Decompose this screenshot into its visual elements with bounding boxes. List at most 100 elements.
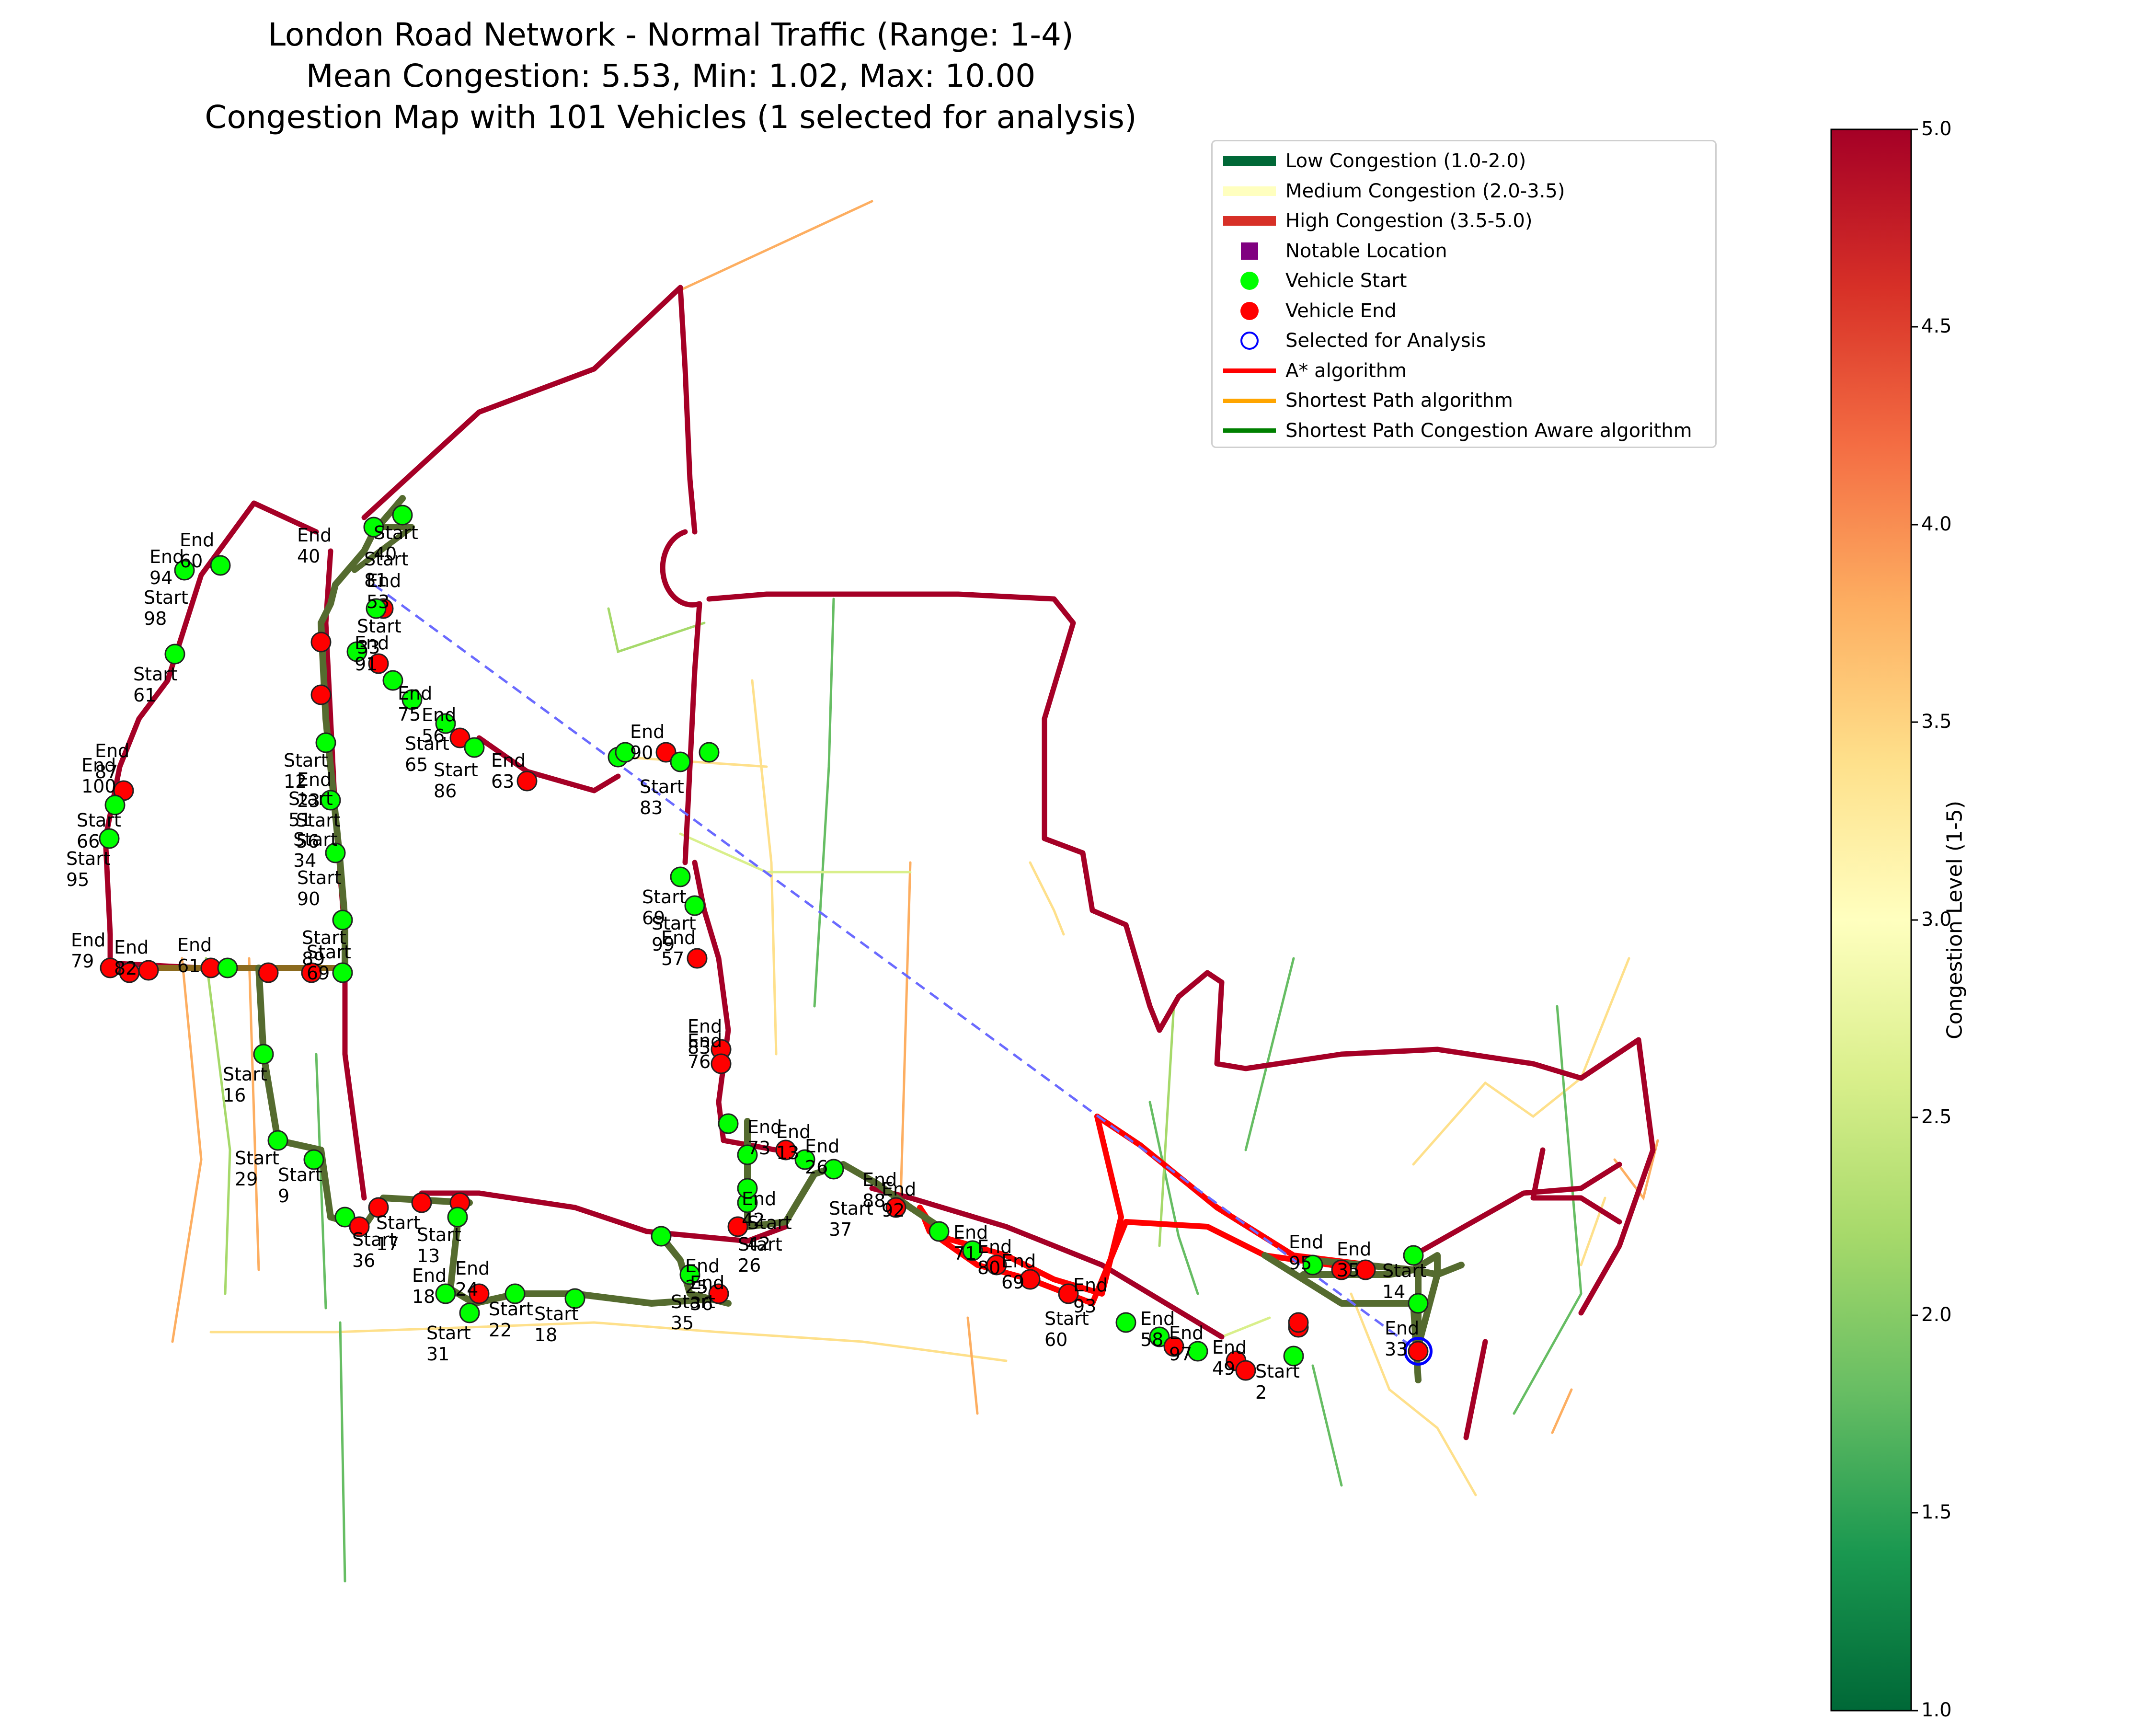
map-label: End 63 [491, 750, 526, 792]
west-major-road [105, 503, 316, 968]
map-label: Start 13 [417, 1224, 461, 1266]
map-label: End 18 [412, 1265, 447, 1307]
vehicle-start-marker [460, 1303, 479, 1322]
legend-label-notable: Notable Location [1285, 240, 1447, 262]
vehicle-start-marker [333, 910, 352, 930]
vehicle-start-marker [393, 506, 412, 525]
map-label: Start 66 [77, 810, 121, 852]
map-label: End 33 [1385, 1318, 1419, 1360]
minor-road [1552, 1390, 1571, 1433]
notable-location-icon [1241, 242, 1258, 260]
vehicle-start-marker [685, 896, 704, 915]
legend-label-astar: A* algorithm [1285, 360, 1407, 382]
map-label: Start 18 [534, 1303, 579, 1346]
east-loop-road [1533, 1150, 1619, 1222]
minor-road [680, 834, 910, 872]
legend-label-high: High Congestion (3.5-5.0) [1285, 210, 1532, 232]
legend-item-aware: Shortest Path Congestion Aware algorithm [1223, 416, 1705, 446]
colorbar-tick-label: 1.0 [1921, 1699, 1952, 1721]
minor-road [814, 599, 834, 1006]
minor-road [206, 958, 230, 1294]
colorbar-ticks [1911, 129, 1918, 1711]
vehicle-start-marker [671, 867, 690, 886]
map-label: End 90 [630, 721, 665, 763]
vehicle-end-marker [311, 632, 331, 652]
map-label: End 42 [742, 1188, 776, 1230]
minor-road [211, 1322, 1006, 1361]
vehicle-end-marker [259, 963, 278, 982]
vehicle-end-icon [1240, 302, 1259, 320]
vehicle-start-marker [165, 644, 184, 664]
map-label: Start 22 [489, 1299, 533, 1341]
map-label: Start 37 [829, 1198, 873, 1240]
central-south-road [695, 862, 776, 1150]
vehicle-start-marker [929, 1222, 949, 1241]
map-label: Start 9 [278, 1164, 322, 1207]
colorbar-tick-label: 2.0 [1921, 1304, 1952, 1326]
map-label: End 40 [297, 525, 332, 567]
colorbar-tick-label: 3.5 [1921, 711, 1952, 733]
north-major-road [364, 288, 695, 532]
vehicle-end-marker [700, 743, 719, 762]
minor-road [1159, 1006, 1174, 1246]
colorbar-tick-label: 5.0 [1921, 118, 1952, 140]
map-label: Start 98 [144, 587, 188, 629]
vehicle-start-marker [254, 1045, 273, 1064]
legend-label-selected: Selected for Analysis [1285, 330, 1486, 352]
map-label: End 13 [776, 1121, 811, 1163]
map-label: End 94 [149, 546, 184, 588]
colorbar [1831, 129, 1918, 1711]
minor-road [1222, 1318, 1270, 1337]
colorbar-tick-label: 2.5 [1921, 1106, 1952, 1128]
legend-item-start: Vehicle Start [1223, 266, 1705, 296]
map-label: Start 34 [293, 829, 338, 871]
map-label: Start 26 [738, 1234, 782, 1276]
legend-label-shortest: Shortest Path algorithm [1285, 390, 1513, 412]
legend-swatch-shortest [1223, 399, 1276, 403]
map-label: Start 90 [297, 867, 342, 909]
minor-road [608, 609, 704, 652]
minor-road [249, 958, 259, 1270]
map-label: Start 14 [1382, 1260, 1427, 1302]
map-label: End 49 [1212, 1337, 1247, 1379]
map-label: Start 35 [671, 1291, 715, 1334]
minor-road [1150, 1102, 1198, 1294]
legend-item-astar: A* algorithm [1223, 356, 1705, 386]
vehicle-start-icon [1240, 272, 1259, 290]
map-label: Start 60 [1044, 1308, 1089, 1350]
map-label: End 100 [81, 755, 116, 797]
legend-label-low: Low Congestion (1.0-2.0) [1285, 150, 1526, 172]
map-label: Start 95 [66, 848, 111, 890]
vehicle-start-marker [268, 1131, 287, 1150]
selected-ring-icon [1240, 332, 1259, 350]
map-label: End 35 [1337, 1239, 1371, 1281]
map-label: End 57 [661, 927, 696, 969]
legend-item-selected: Selected for Analysis [1223, 326, 1705, 356]
map-label: End 69 [1001, 1251, 1036, 1293]
vehicle-start-marker [218, 958, 237, 978]
map-label: End 53 [367, 570, 401, 612]
legend-swatch-aware [1223, 428, 1276, 433]
map-label: Start 16 [223, 1064, 267, 1106]
map-label: Start 2 [1255, 1361, 1300, 1403]
vehicle-start-marker [652, 1227, 671, 1246]
map-label: Start 31 [426, 1322, 471, 1365]
map-label: Start 86 [434, 759, 478, 802]
map-label: End 60 [180, 529, 214, 572]
map-label: Start 61 [133, 664, 178, 706]
map-label: End 97 [1169, 1322, 1204, 1365]
minor-road [1030, 862, 1064, 934]
colorbar-axis-label: Congestion Level (1-5) [1943, 801, 1967, 1039]
legend-swatch-low [1223, 156, 1276, 166]
map-legend: Low Congestion (1.0-2.0) Medium Congesti… [1211, 140, 1717, 448]
vehicle-start-marker [448, 1208, 467, 1227]
minor-road [968, 1318, 977, 1414]
legend-item-end: Vehicle End [1223, 296, 1705, 326]
legend-item-high: High Congestion (3.5-5.0) [1223, 206, 1705, 236]
legend-swatch-high [1223, 216, 1276, 226]
map-label: End 92 [882, 1179, 916, 1221]
legend-item-shortest: Shortest Path algorithm [1223, 386, 1705, 416]
vehicle-end-marker [412, 1193, 431, 1212]
legend-swatch-medium [1223, 186, 1276, 196]
minor-road [340, 1322, 345, 1581]
